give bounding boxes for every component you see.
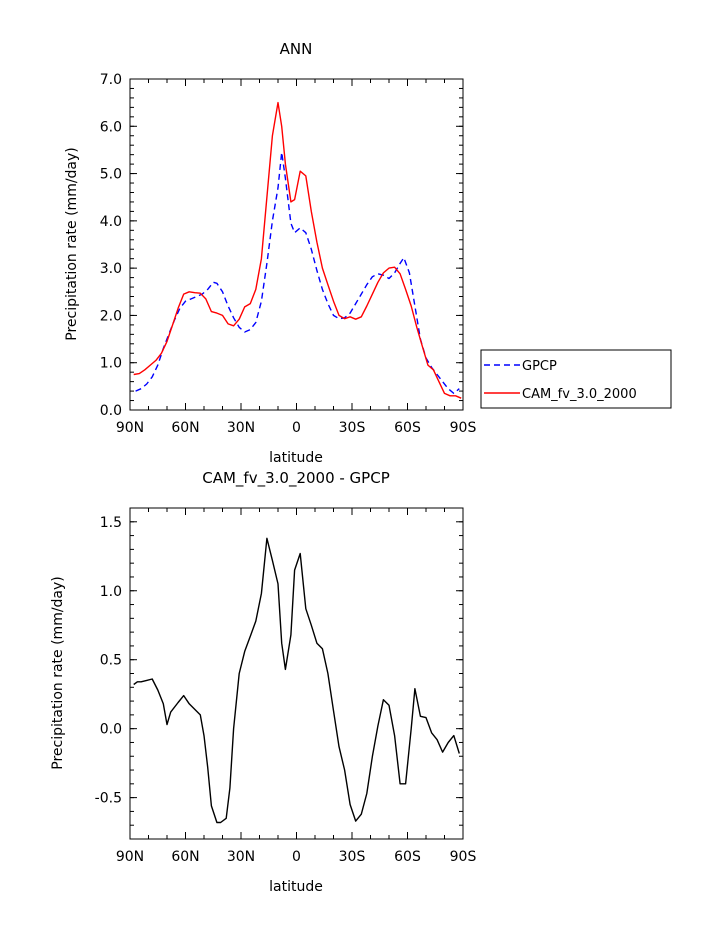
x-tick-label: 30S <box>339 420 366 436</box>
x-tick-label: 90S <box>450 849 477 865</box>
series-group <box>133 537 460 824</box>
y-axis-label: Precipitation rate (mm/day) <box>64 147 80 341</box>
y-tick-label: 0.0 <box>100 722 122 738</box>
y-tick-label: 2.0 <box>100 308 122 324</box>
y-tick-label: 0.0 <box>100 403 122 419</box>
y-tick-label: 1.5 <box>100 515 122 531</box>
x-tick-label: 60N <box>171 849 199 865</box>
legend-label-gpcp: GPCP <box>522 359 557 374</box>
series-line-cam-fv-3-0-2000 <box>133 101 462 399</box>
legend-label-cam: CAM_fv_3.0_2000 <box>522 387 637 402</box>
chart-title: ANN <box>280 40 313 58</box>
x-ticks: 90N 60N 30N 0 30S 60S 90S <box>116 508 477 865</box>
y-axis-label: Precipitation rate (mm/day) <box>50 576 66 770</box>
legend-box <box>480 349 672 409</box>
x-tick-label: 30N <box>227 420 255 436</box>
y-tick-label: 0.5 <box>100 653 122 669</box>
x-ticks: 90N 60N 30N 0 30S 60S 90S <box>116 79 477 436</box>
y-ticks: -0.5 0.0 0.5 1.0 1.5 <box>95 507 463 840</box>
y-tick-label: 7.0 <box>100 72 122 88</box>
panel-annual: ANN 0.0 1.0 2.0 3.0 4.0 5.0 6.0 7.0 90N 60N 30N 0 3… <box>64 40 672 466</box>
x-tick-label: 90N <box>116 849 144 865</box>
series-line-gpcp <box>135 151 460 395</box>
y-tick-label: 3.0 <box>100 261 122 277</box>
x-tick-label: 90N <box>116 420 144 436</box>
y-tick-label: -0.5 <box>95 791 122 807</box>
x-tick-label: 60S <box>394 849 421 865</box>
panel-difference: CAM_fv_3.0_2000 - GPCP -0.50.00.51.01.5 … <box>50 469 476 895</box>
x-tick-label: 60N <box>171 420 199 436</box>
x-tick-label: 90S <box>450 420 477 436</box>
y-tick-label: 1.0 <box>100 356 122 372</box>
y-tick-label: 1.0 <box>100 584 122 600</box>
legend: GPCP CAM_fv_3.0_2000 <box>480 349 672 409</box>
x-axis-label: latitude <box>269 879 323 895</box>
series-line-difference <box>133 537 460 824</box>
x-tick-label: 30S <box>339 849 366 865</box>
x-tick-label: 30N <box>227 849 255 865</box>
y-ticks: 0.0 1.0 2.0 3.0 4.0 5.0 6.0 7.0 <box>100 72 463 419</box>
series-group <box>133 101 462 399</box>
plot-frame <box>129 78 464 411</box>
y-tick-label: 5.0 <box>100 167 122 183</box>
x-tick-label: 0 <box>292 849 301 865</box>
chart-title: CAM_fv_3.0_2000 - GPCP <box>202 469 390 488</box>
x-axis-label: latitude <box>269 450 323 466</box>
x-tick-label: 60S <box>394 420 421 436</box>
plot-frame <box>129 507 464 840</box>
y-tick-label: 4.0 <box>100 214 122 230</box>
y-tick-label: 6.0 <box>100 119 122 135</box>
x-tick-label: 0 <box>292 420 301 436</box>
